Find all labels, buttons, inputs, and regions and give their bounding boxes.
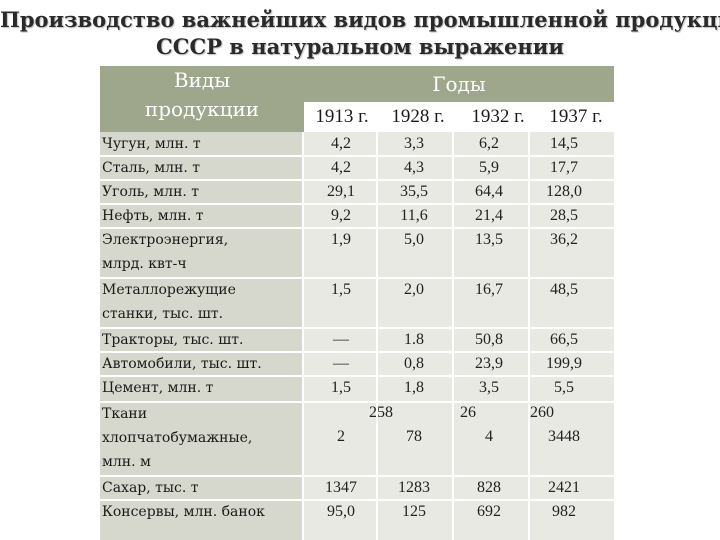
value-cell: 48,5 (550, 281, 578, 298)
header-years-row: 1913 г. 1928 г. 1932 г. 1937 г. (304, 102, 614, 132)
row-label: Тракторы, тыс. шт. (102, 332, 244, 348)
value-cell: 16,7 (475, 281, 503, 298)
value-cell: 36,2 (550, 231, 578, 248)
value-cell: 125 (402, 503, 426, 520)
row-divider (100, 351, 614, 353)
value-cell: 5,9 (479, 159, 499, 176)
value-cell-extra: 26 (460, 404, 476, 421)
value-cell: 2421 (548, 479, 580, 496)
column-divider (302, 132, 304, 540)
value-cell: 0,8 (404, 355, 424, 372)
value-cell: 128,0 (546, 183, 582, 200)
value-cell: 11,6 (400, 207, 428, 224)
value-cell: 14,5 (550, 135, 578, 152)
row-label: Электроэнергия, (102, 232, 229, 248)
column-divider (528, 132, 530, 540)
value-cell-extra: 260 (530, 404, 554, 421)
value-cell: 28,5 (550, 207, 578, 224)
value-cell: 50,8 (475, 331, 503, 348)
row-label: Уголь, млн. т (102, 184, 200, 200)
value-cell: — (333, 331, 349, 348)
row-divider (100, 179, 614, 181)
value-cell: 199,9 (546, 355, 582, 372)
value-cell: 4,2 (331, 159, 351, 176)
row-divider (100, 375, 614, 377)
table-body: Чугун, млн. т 4,2 3,3 6,2 14,5 Сталь, млн. т 4… (100, 132, 614, 540)
value-cell: 9,2 (331, 207, 351, 224)
value-cell: 1.8 (404, 331, 424, 348)
row-divider (100, 227, 614, 229)
header-kind-line-1: Виды (173, 68, 231, 92)
row-label: Цемент, млн. т (102, 380, 214, 396)
row-label: Консервы, млн. банок (102, 504, 265, 520)
row-label: станки, тыс. шт. (102, 306, 224, 322)
value-cell: 828 (477, 479, 501, 496)
row-divider (100, 401, 614, 403)
value-cell: 64,4 (475, 183, 503, 200)
value-cell: — (333, 355, 349, 372)
header-years-label: Годы (432, 72, 486, 96)
value-cell: 23,9 (475, 355, 503, 372)
value-cell: 1347 (325, 479, 357, 496)
production-table: Виды продукции Годы 1913 г. 1928 г. 1932 г… (100, 66, 614, 540)
value-cell: 4,2 (331, 135, 351, 152)
value-cell: 3448 (548, 428, 580, 445)
value-cell: 5,5 (554, 379, 574, 396)
value-cell: 1,5 (331, 281, 351, 298)
year-header: 1928 г. (391, 106, 445, 127)
table-header: Виды продукции Годы 1913 г. 1928 г. 1932 г… (100, 66, 614, 132)
values-area (304, 132, 614, 540)
value-cell: 982 (552, 503, 576, 520)
page-title: Производство важнейших видов промышленно… (0, 6, 720, 60)
value-cell: 5,0 (404, 231, 424, 248)
value-cell: 1,8 (404, 379, 424, 396)
year-header: 1913 г. (315, 106, 369, 127)
value-cell: 13,5 (475, 231, 503, 248)
value-cell: 1,5 (331, 379, 351, 396)
value-cell: 2 (337, 428, 345, 445)
row-label: Нефть, млн. т (102, 208, 204, 224)
row-divider (100, 203, 614, 205)
row-label: Сталь, млн. т (102, 160, 200, 176)
value-cell: 1283 (398, 479, 430, 496)
value-cell: 29,1 (327, 183, 355, 200)
row-label: хлопчатобумажные, (102, 430, 253, 446)
header-kind-cell: Виды продукции (100, 66, 304, 132)
value-cell-extra: 258 (369, 404, 393, 421)
row-label: Ткани (102, 406, 148, 422)
label-column (100, 132, 304, 540)
value-cell: 95,0 (327, 503, 355, 520)
column-divider (452, 132, 454, 540)
row-label: Металлорежущие (102, 282, 236, 298)
row-divider (100, 277, 614, 279)
row-label: млрд. квт-ч (102, 256, 187, 272)
row-label: Чугун, млн. т (102, 136, 201, 152)
row-divider (100, 155, 614, 157)
value-cell: 3,3 (404, 135, 424, 152)
value-cell: 1,9 (331, 231, 351, 248)
row-divider (100, 499, 614, 501)
value-cell: 6,2 (479, 135, 499, 152)
value-cell: 4 (485, 428, 493, 445)
title-line-2: СССР в натуральном выражении (156, 34, 564, 59)
value-cell: 21,4 (475, 207, 503, 224)
value-cell: 35,5 (400, 183, 428, 200)
title-line-1: Производство важнейших видов промышленно… (0, 7, 720, 32)
header-kind-line-2: продукции (144, 97, 260, 121)
row-divider (100, 327, 614, 329)
row-label: млн. м (102, 454, 151, 470)
value-cell: 66,5 (550, 331, 578, 348)
value-cell: 4,3 (404, 159, 424, 176)
row-label: Сахар, тыс. т (102, 480, 199, 496)
year-header: 1932 г. (471, 106, 525, 127)
column-divider (376, 132, 378, 540)
value-cell: 3,5 (479, 379, 499, 396)
year-header: 1937 г. (549, 106, 603, 127)
value-cell: 692 (477, 503, 501, 520)
value-cell: 78 (406, 428, 422, 445)
value-cell: 2,0 (404, 281, 424, 298)
row-divider (100, 475, 614, 477)
row-label: Автомобили, тыс. шт. (102, 356, 262, 372)
value-cell: 17,7 (550, 159, 578, 176)
